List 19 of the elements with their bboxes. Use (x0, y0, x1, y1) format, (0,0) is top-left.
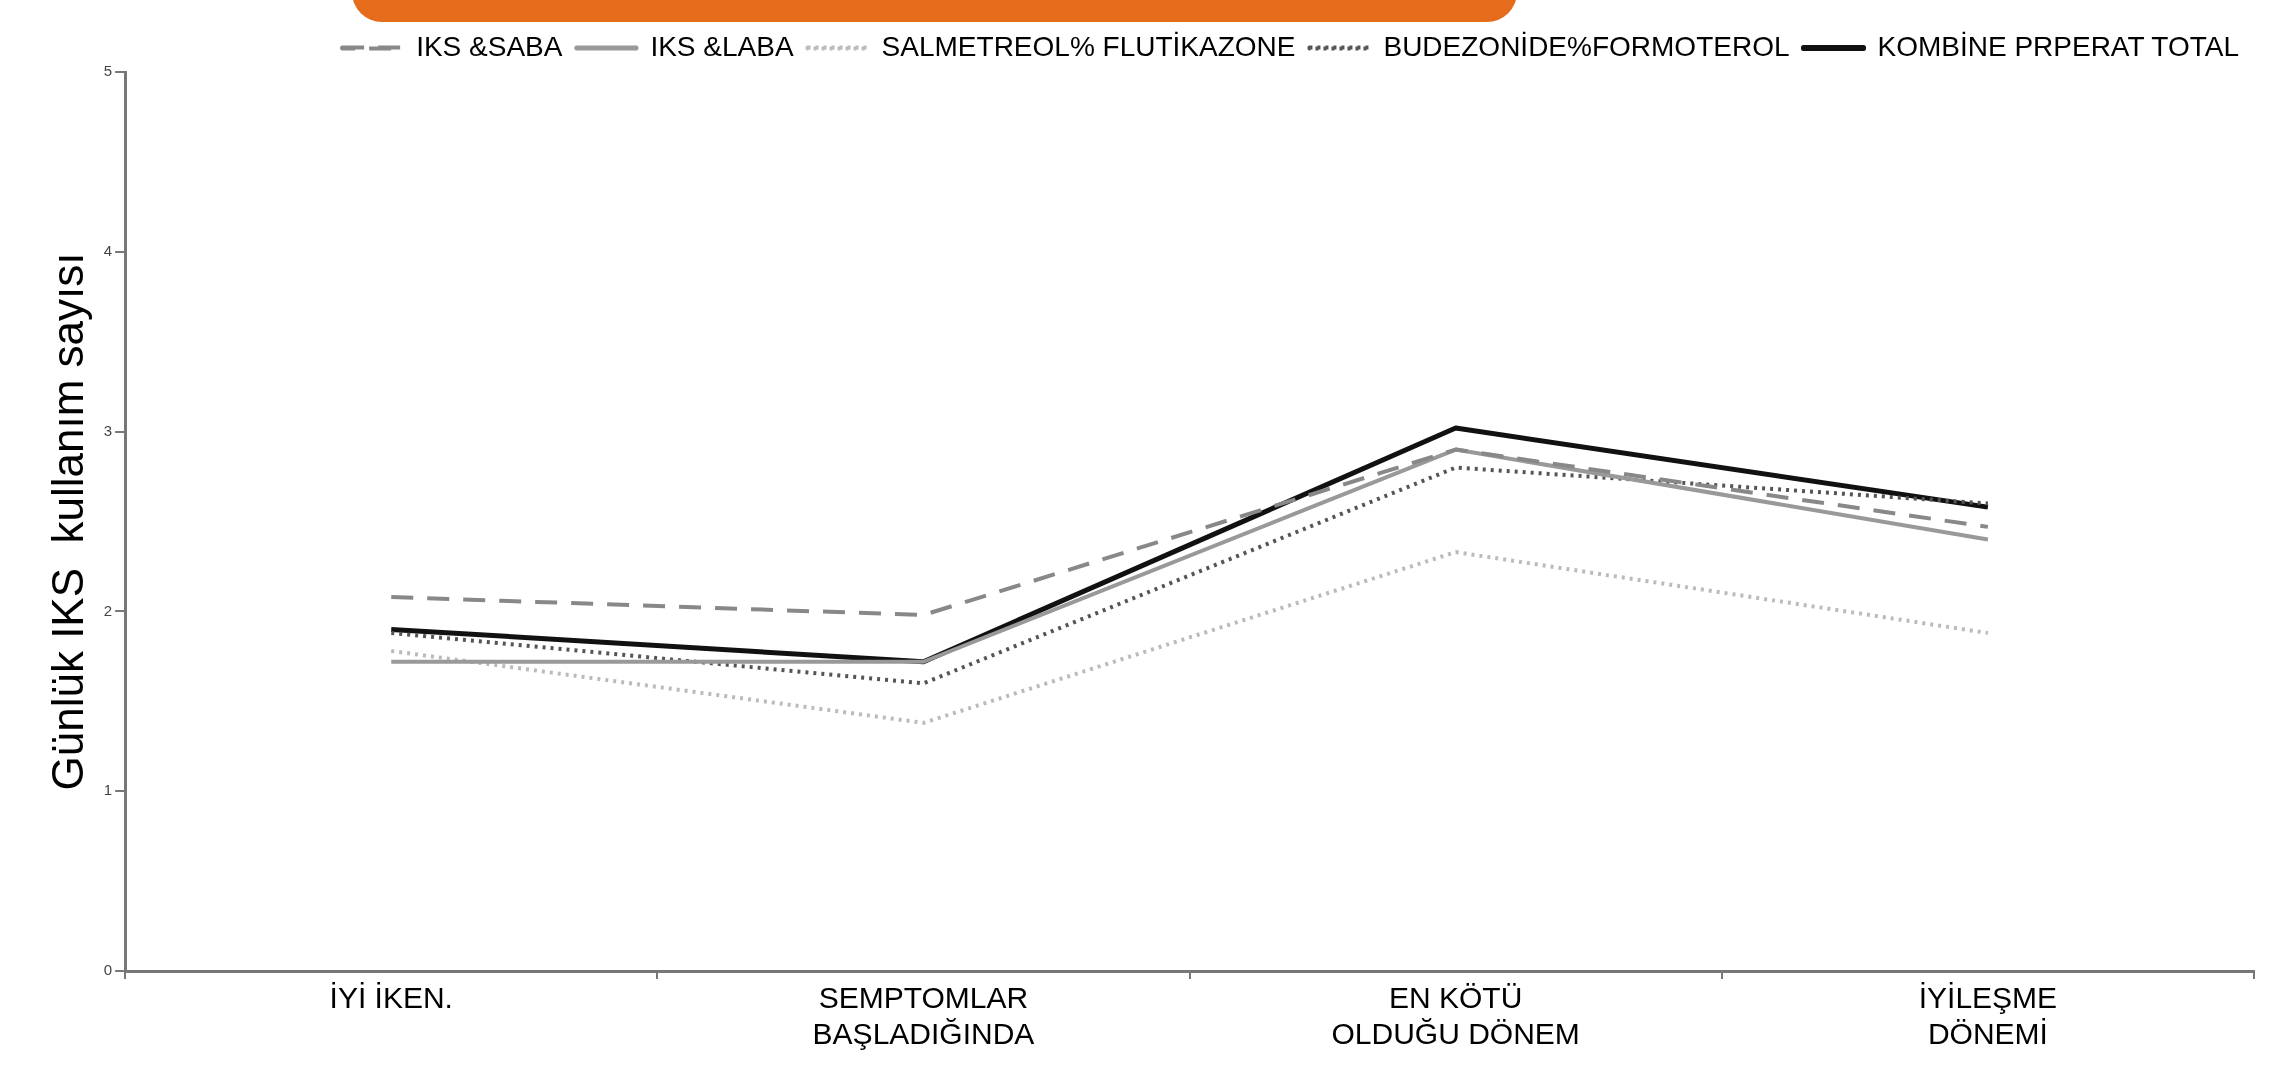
legend-label: BUDEZONİDE%FORMOTEROL (1383, 30, 1790, 62)
x-tick-label: SEMPTOMLAR BAŞLADIĞINDA (812, 981, 1035, 1051)
line-series (389, 465, 1990, 686)
line-series (389, 447, 1990, 617)
legend-label: IKS &LABA (650, 30, 794, 62)
legend-label: KOMBİNE PRPERAT TOTAL (1877, 30, 2239, 62)
line-series (389, 550, 1990, 725)
y-tick-label: 1 (103, 781, 113, 799)
y-tick-label: 0 (103, 961, 113, 979)
x-tick-label: İYİLEŞME DÖNEMİ (1918, 981, 2058, 1051)
y-tick-label: 4 (103, 241, 113, 259)
y-tick-label: 3 (103, 421, 113, 439)
legend-label: IKS &SABA (416, 30, 563, 62)
y-tick-label: 2 (103, 601, 113, 619)
y-axis-title: Günlük IKS kullanım sayısı (42, 252, 92, 791)
legend-label: SALMETREOL% FLUTİKAZONE (881, 30, 1296, 62)
x-tick-label: İYİ İKEN. (329, 981, 453, 1015)
y-tick-label: 5 (103, 62, 113, 80)
x-tick-label: EN KÖTÜ OLDUĞU DÖNEM (1331, 981, 1580, 1051)
